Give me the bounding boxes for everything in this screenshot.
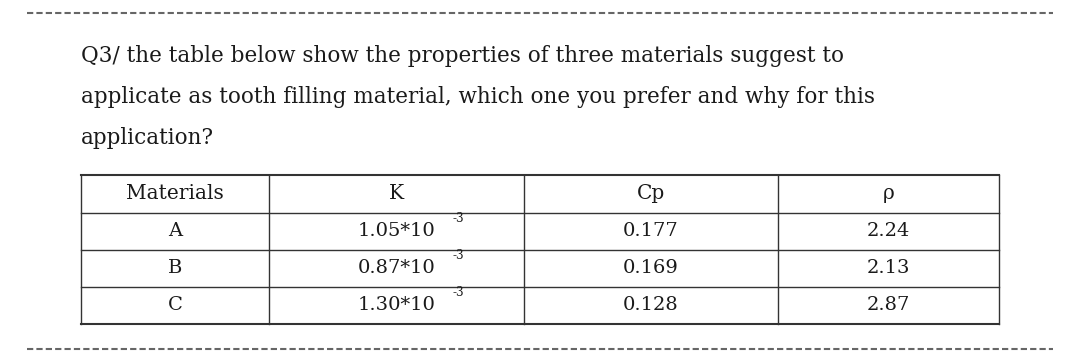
Text: 0.128: 0.128 [623, 296, 678, 314]
Text: -3: -3 [453, 286, 464, 299]
Text: 2.13: 2.13 [866, 259, 910, 277]
Text: K: K [389, 184, 404, 203]
Text: Cp: Cp [636, 184, 665, 203]
Text: Materials: Materials [126, 184, 224, 203]
Text: 1.30*10: 1.30*10 [357, 296, 435, 314]
Text: B: B [168, 259, 183, 277]
Text: 1.05*10: 1.05*10 [357, 222, 435, 240]
Text: 2.87: 2.87 [866, 296, 910, 314]
Text: ρ: ρ [882, 184, 894, 203]
Text: Q3/ the table below show the properties of three materials suggest to: Q3/ the table below show the properties … [81, 45, 843, 67]
Text: 2.24: 2.24 [866, 222, 910, 240]
Text: -3: -3 [453, 249, 464, 262]
Text: 0.87*10: 0.87*10 [357, 259, 435, 277]
Text: 0.169: 0.169 [623, 259, 678, 277]
Text: C: C [167, 296, 183, 314]
Text: 0.177: 0.177 [623, 222, 678, 240]
Text: -3: -3 [453, 212, 464, 225]
Text: applicate as tooth filling material, which one you prefer and why for this: applicate as tooth filling material, whi… [81, 86, 875, 108]
Text: application?: application? [81, 127, 214, 149]
Text: A: A [168, 222, 183, 240]
